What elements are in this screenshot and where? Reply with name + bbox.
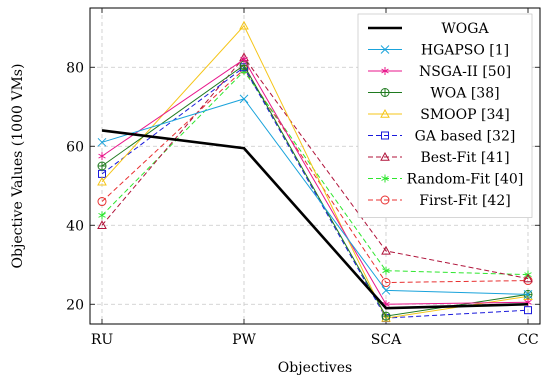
y-tick-label: 40 xyxy=(66,218,84,234)
legend-item: HGAPSO [1] xyxy=(368,43,509,59)
marker-stroke xyxy=(380,108,390,118)
marker-stroke xyxy=(381,131,389,140)
marker-stroke xyxy=(240,56,248,62)
legend-label: NSGA-II [50] xyxy=(419,64,511,80)
data-point xyxy=(523,290,533,299)
legend-label: SMOOP [34] xyxy=(420,107,510,123)
marker-stroke xyxy=(381,313,391,322)
x-tick-label: CC xyxy=(517,332,538,348)
x-tick-label: PW xyxy=(232,332,256,348)
legend-marker xyxy=(380,195,390,205)
legend-label: WOGA xyxy=(441,21,489,37)
marker-stroke xyxy=(239,20,249,30)
marker-stroke xyxy=(97,197,107,207)
data-point xyxy=(524,306,532,315)
legend-marker xyxy=(380,88,390,97)
marker-stroke xyxy=(524,306,532,315)
y-tick-label: 20 xyxy=(66,297,84,313)
marker-stroke xyxy=(381,68,389,74)
x-tick-label: SCA xyxy=(371,332,402,348)
data-point xyxy=(97,161,107,171)
data-point xyxy=(239,20,249,30)
legend-item: SMOOP [34] xyxy=(368,107,510,123)
marker-stroke xyxy=(381,286,391,295)
marker-stroke xyxy=(524,299,532,305)
legend-item: WOGA xyxy=(368,21,489,37)
series-group xyxy=(97,20,533,323)
marker-stroke xyxy=(380,45,390,54)
data-point xyxy=(239,94,249,104)
y-tick-label: 60 xyxy=(66,139,84,155)
marker-stroke xyxy=(523,273,533,283)
data-point xyxy=(381,313,391,322)
series-line xyxy=(101,129,529,310)
legend-marker xyxy=(381,174,389,183)
marker-stroke xyxy=(381,176,389,181)
legend-item: First-Fit [42] xyxy=(368,193,511,209)
marker-stroke xyxy=(97,220,107,229)
series-line xyxy=(101,98,529,295)
series-line xyxy=(101,56,529,280)
data-point xyxy=(97,220,107,229)
marker-stroke xyxy=(98,153,106,159)
series-line xyxy=(101,68,529,284)
legend-label: WOA [38] xyxy=(430,86,499,102)
marker-stroke xyxy=(97,137,107,147)
series-hgapso-1 xyxy=(97,94,533,299)
marker-stroke xyxy=(382,301,390,307)
legend-marker xyxy=(381,67,389,75)
marker-stroke xyxy=(380,195,390,205)
data-point xyxy=(381,286,391,295)
data-point xyxy=(523,273,533,283)
plot-area-frame xyxy=(89,7,541,325)
marker-stroke xyxy=(380,151,390,161)
legend-item: GA based [32] xyxy=(368,129,515,145)
legend-label: First-Fit [42] xyxy=(419,193,510,209)
data-point xyxy=(381,245,391,255)
data-point xyxy=(381,278,391,288)
data-point xyxy=(382,266,390,275)
marker-stroke xyxy=(381,278,391,288)
series-line xyxy=(101,58,529,305)
y-axis-label: Objective Values (1000 VMs) xyxy=(10,64,26,269)
marker-stroke xyxy=(382,268,390,274)
legend-item: Random-Fit [40] xyxy=(368,172,523,188)
x-tick-label: RU xyxy=(91,332,114,348)
y-tick-label: 80 xyxy=(66,60,84,76)
data-point xyxy=(381,311,391,321)
x-axis-label: Objectives xyxy=(278,360,352,376)
legend-marker xyxy=(381,131,389,140)
data-point xyxy=(98,152,106,161)
axis-ticks: RU PW SCA CC 20 40 60 80 xyxy=(66,8,540,348)
data-point xyxy=(97,137,107,147)
legend-marker xyxy=(380,108,390,118)
legend-marker xyxy=(380,151,390,161)
legend-marker xyxy=(380,45,390,54)
marker-stroke xyxy=(97,176,107,186)
legend-item: WOA [38] xyxy=(368,86,500,102)
data-point xyxy=(98,211,106,220)
marker-stroke xyxy=(239,94,249,104)
legend-item: Best-Fit [41] xyxy=(368,150,510,166)
legend-label: HGAPSO [1] xyxy=(421,43,509,59)
series-nsga-ii-50 xyxy=(98,55,532,309)
legend-label: Best-Fit [41] xyxy=(420,150,509,166)
data-point xyxy=(240,55,248,64)
legend-label: Random-Fit [40] xyxy=(407,172,524,188)
data-point xyxy=(97,176,107,186)
marker-stroke xyxy=(381,245,391,255)
series-woga xyxy=(101,129,529,310)
legend-item: NSGA-II [50] xyxy=(368,64,511,80)
marker-stroke xyxy=(523,290,533,299)
data-point xyxy=(97,197,107,207)
legend-label: GA based [32] xyxy=(415,129,516,145)
marker-stroke xyxy=(98,212,106,218)
legend: WOGA HGAPSO [1] NSGA-II [50] WOA [38] SMOOP … xyxy=(357,13,533,218)
